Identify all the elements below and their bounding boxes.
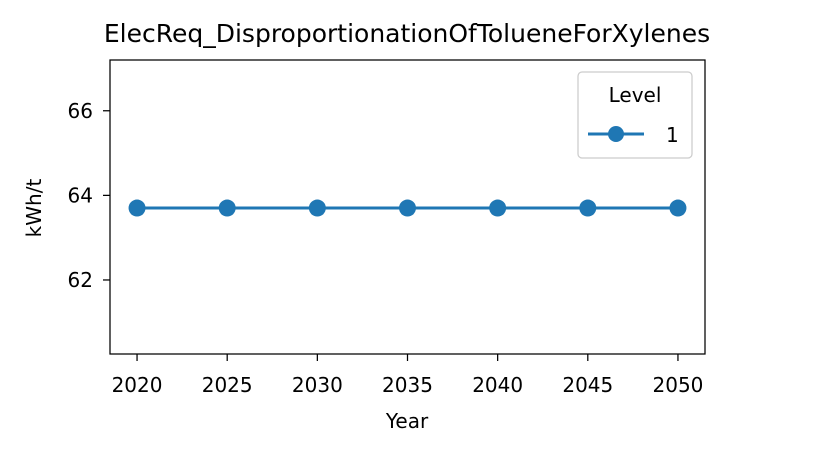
- x-axis-ticks: 2020 2025 2030 2035 2040 2045 2050: [112, 354, 704, 397]
- y-tick-label: 64: [68, 183, 93, 207]
- data-point: [399, 199, 416, 217]
- legend-marker-swatch: [608, 126, 624, 142]
- x-tick-label: 2050: [653, 373, 704, 397]
- data-point: [128, 199, 146, 217]
- x-tick-label: 2040: [472, 373, 523, 397]
- x-tick-label: 2045: [562, 373, 613, 397]
- x-tick-label: 2035: [382, 373, 433, 397]
- x-tick-label: 2025: [202, 373, 253, 397]
- data-point: [308, 199, 326, 217]
- y-tick-label: 62: [68, 268, 93, 292]
- legend-label-series-1: 1: [666, 123, 679, 147]
- data-point: [218, 199, 236, 217]
- chart-title: ElecReq_DisproportionationOfTolueneForXy…: [104, 19, 710, 48]
- x-axis-label: Year: [385, 409, 429, 433]
- data-point: [669, 199, 687, 217]
- x-tick-label: 2030: [292, 373, 343, 397]
- legend-box: [577, 71, 693, 159]
- y-axis-label: kWh/t: [22, 179, 46, 238]
- legend: Level 1: [577, 71, 693, 159]
- y-tick-label: 66: [68, 99, 93, 123]
- data-point: [489, 199, 507, 217]
- x-tick-label: 2020: [112, 373, 163, 397]
- legend-title: Level: [609, 83, 662, 107]
- y-axis-ticks: 62 64 66: [68, 99, 110, 292]
- data-point: [579, 199, 597, 217]
- series-layer: [128, 199, 687, 217]
